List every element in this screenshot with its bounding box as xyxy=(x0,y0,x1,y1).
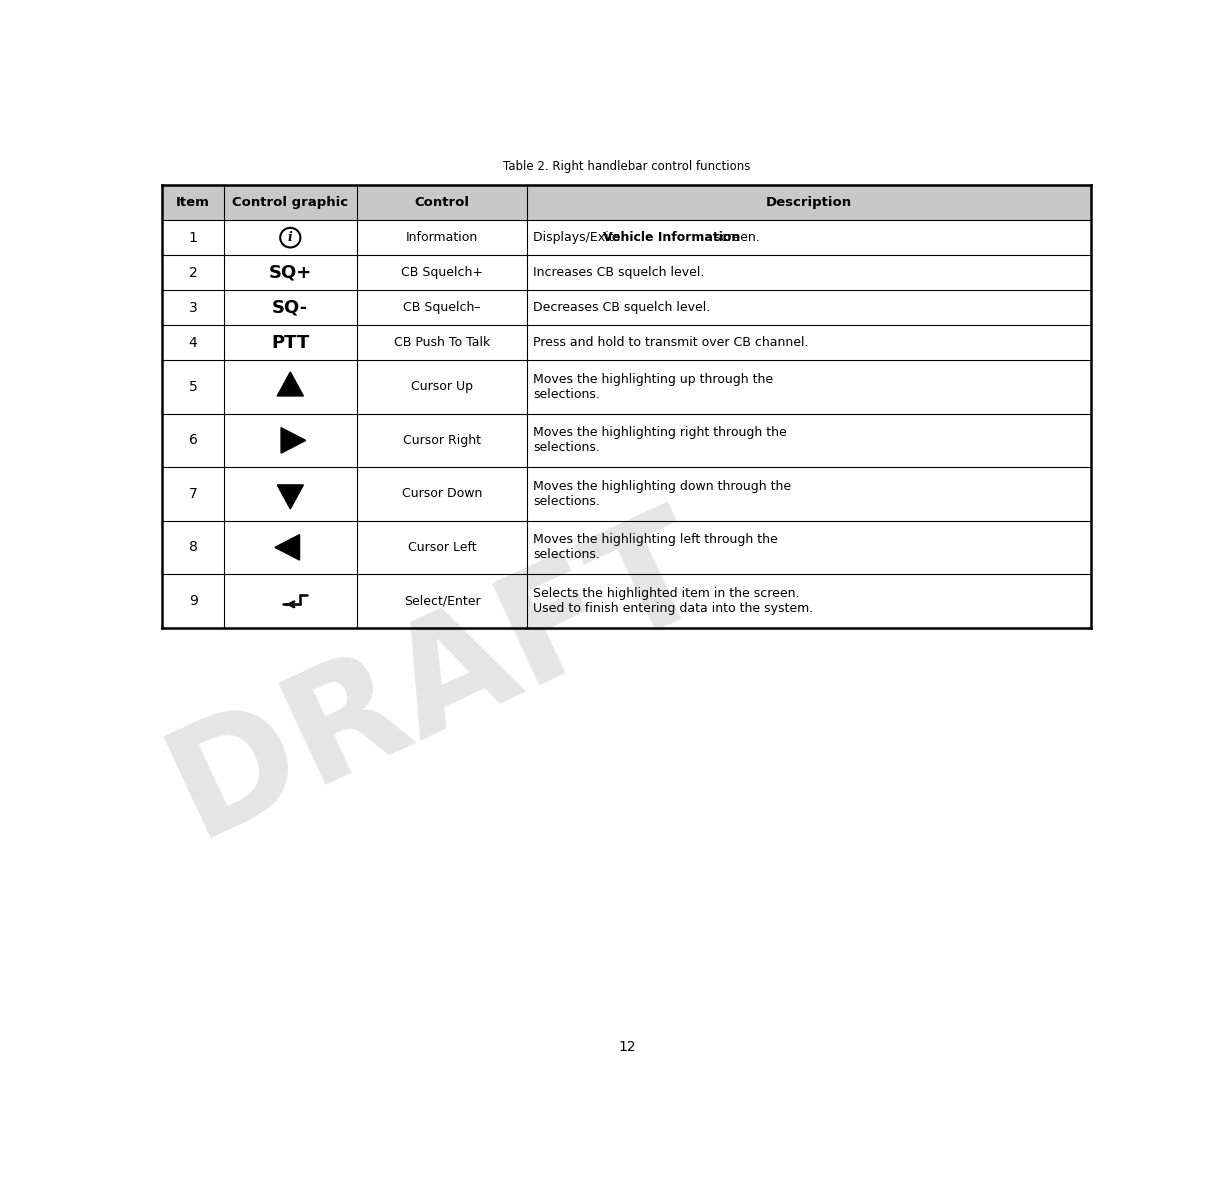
Text: Moves the highlighting up through the: Moves the highlighting up through the xyxy=(533,373,773,385)
Text: Cursor Up: Cursor Up xyxy=(411,381,473,394)
Polygon shape xyxy=(275,535,300,560)
Text: CB Squelch+: CB Squelch+ xyxy=(401,266,483,279)
Text: 9: 9 xyxy=(188,594,198,608)
Text: 5: 5 xyxy=(188,379,198,394)
Text: Cursor Left: Cursor Left xyxy=(407,541,476,554)
Text: Control: Control xyxy=(415,196,470,209)
Text: selections.: selections. xyxy=(533,494,599,508)
Text: 2: 2 xyxy=(188,266,198,280)
Text: i: i xyxy=(287,231,292,244)
Polygon shape xyxy=(278,372,303,396)
Text: Table 2. Right handlebar control functions: Table 2. Right handlebar control functio… xyxy=(503,160,751,174)
Text: 8: 8 xyxy=(188,540,198,554)
Text: SQ+: SQ+ xyxy=(269,263,312,281)
Text: selections.: selections. xyxy=(533,388,599,401)
Text: Press and hold to transmit over CB channel.: Press and hold to transmit over CB chann… xyxy=(533,336,808,350)
Text: Moves the highlighting right through the: Moves the highlighting right through the xyxy=(533,426,786,439)
Text: Decreases CB squelch level.: Decreases CB squelch level. xyxy=(533,302,711,314)
Text: 4: 4 xyxy=(188,335,198,350)
Text: 3: 3 xyxy=(188,300,198,315)
Text: Description: Description xyxy=(766,196,852,209)
Text: selections.: selections. xyxy=(533,442,599,455)
Text: 1: 1 xyxy=(188,231,198,244)
Text: 12: 12 xyxy=(618,1040,636,1055)
Text: Cursor Right: Cursor Right xyxy=(402,435,481,446)
Text: Displays/Exits: Displays/Exits xyxy=(533,231,624,244)
Text: Moves the highlighting down through the: Moves the highlighting down through the xyxy=(533,480,791,493)
Text: 7: 7 xyxy=(188,487,198,500)
Text: Used to finish entering data into the system.: Used to finish entering data into the sy… xyxy=(533,602,813,615)
Bar xyxy=(163,186,1091,220)
Text: 6: 6 xyxy=(188,433,198,448)
Text: selections.: selections. xyxy=(533,548,599,561)
Polygon shape xyxy=(278,485,303,509)
Polygon shape xyxy=(281,427,306,454)
Text: CB Squelch–: CB Squelch– xyxy=(404,302,481,314)
Text: Vehicle Information: Vehicle Information xyxy=(603,231,741,244)
Text: PTT: PTT xyxy=(272,334,309,352)
Text: CB Push To Talk: CB Push To Talk xyxy=(394,336,490,350)
Text: Moves the highlighting left through the: Moves the highlighting left through the xyxy=(533,534,778,546)
Text: SQ-: SQ- xyxy=(273,299,308,317)
Text: screen.: screen. xyxy=(709,231,759,244)
Text: Increases CB squelch level.: Increases CB squelch level. xyxy=(533,266,704,279)
Text: Item: Item xyxy=(176,196,210,209)
Text: Cursor Down: Cursor Down xyxy=(402,487,482,500)
Text: Control graphic: Control graphic xyxy=(232,196,349,209)
Text: Information: Information xyxy=(406,231,478,244)
Text: Select/Enter: Select/Enter xyxy=(404,594,481,607)
Text: Selects the highlighted item in the screen.: Selects the highlighted item in the scre… xyxy=(533,587,800,600)
Text: DRAFT: DRAFT xyxy=(147,490,728,867)
